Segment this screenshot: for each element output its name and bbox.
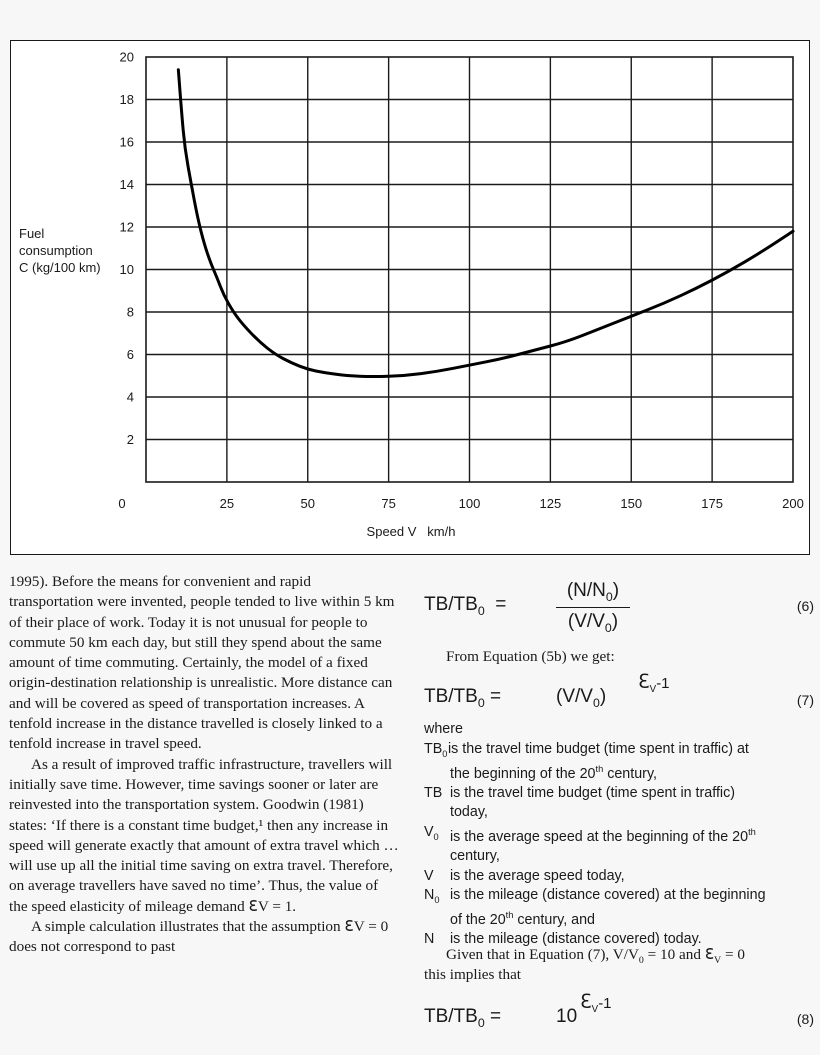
eq6-lhs: TB/TB0 = (424, 594, 507, 618)
y-tick-label: 4 (127, 390, 134, 405)
paragraph: A simple calculation illustrates that th… (9, 918, 389, 956)
y-axis-label-line: C (kg/100 km) (19, 260, 101, 275)
given-text-line2: this implies that (424, 966, 522, 983)
y-axis-label-line: consumption (19, 243, 93, 258)
where-label: where (424, 721, 463, 737)
y-tick-label: 16 (120, 135, 134, 150)
y-tick-label: 8 (127, 305, 134, 320)
fraction-bar (556, 607, 630, 609)
eq8-exponent: ℇV-1 (580, 992, 612, 1015)
definition-item: TB is the travel time budget (time spent… (424, 784, 736, 821)
x-tick-label: 75 (381, 496, 395, 511)
y-tick-label: 10 (120, 262, 134, 277)
x-tick-label: 0 (118, 496, 125, 511)
x-tick-label: 200 (782, 496, 804, 511)
eq7-rhs: (V/V0) (556, 686, 607, 710)
eq7-exponent: ℇV-1 (638, 672, 670, 695)
x-tick-label: 25 (220, 496, 234, 511)
eq8-lhs: TB/TB0 = (424, 1006, 502, 1030)
equation-number: (7) (796, 692, 814, 708)
equation-number: (6) (796, 598, 814, 614)
eq6-denominator: (V/V0) (567, 611, 619, 635)
paragraph: As a result of improved traffic infrastr… (9, 755, 399, 915)
from-equation-text: From Equation (5b) we get: (446, 648, 615, 665)
equation-number: (8) (796, 1011, 814, 1027)
y-tick-label: 20 (120, 50, 134, 65)
x-tick-label: 150 (620, 496, 642, 511)
eq8-rhs: 10 (556, 1006, 578, 1027)
x-tick-label: 175 (701, 496, 723, 511)
definition-item: V is the average speed today, (424, 867, 625, 884)
eq6-numerator: (N/N0) (566, 580, 620, 604)
x-tick-label: 100 (459, 496, 481, 511)
left-text-column: 1995). Before the means for convenient a… (9, 572, 399, 958)
y-tick-label: 14 (120, 177, 134, 192)
fuel-consumption-chart: 0 25 50 75 100 125 150 175 200 2 4 6 8 10 12 14 16 18 20 (118, 50, 804, 512)
x-axis-label: Speed V km/h (366, 524, 456, 539)
y-tick-label: 2 (127, 432, 134, 447)
definition-item: N0 is the mileage (distance covered) at … (424, 887, 766, 928)
x-tick-label: 50 (301, 496, 315, 511)
definition-item: N is the mileage (distance covered) toda… (424, 930, 702, 947)
y-axis-label-line: Fuel (19, 226, 45, 241)
y-tick-label: 18 (120, 92, 134, 107)
fuel-consumption-curve (176, 68, 795, 379)
definition-list: TB0 is the travel time budget (time spen… (424, 740, 814, 949)
definition-item: V0 is the average speed at the beginning… (424, 823, 756, 865)
definition-item: TB0 is the travel time budget (time spen… (424, 741, 749, 782)
given-text: Given that in Equation (7), V/V0 = 10 an… (446, 946, 745, 967)
paragraph: 1995). Before the means for convenient a… (9, 573, 395, 753)
y-tick-label: 12 (120, 220, 134, 235)
y-axis-label: Fuel consumption C (kg/100 km) (19, 225, 101, 276)
eq7-lhs: TB/TB0 = (424, 686, 502, 710)
x-tick-label: 125 (540, 496, 562, 511)
figure-frame: 0 25 50 75 100 125 150 175 200 2 4 6 8 10 12 14 16 18 20 F… (10, 40, 810, 555)
y-tick-label: 6 (127, 347, 134, 362)
